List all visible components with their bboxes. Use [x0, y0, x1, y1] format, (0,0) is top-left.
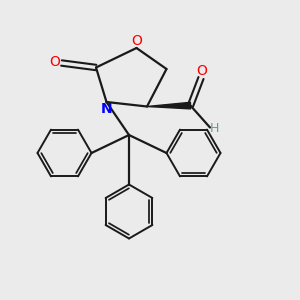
Text: O: O [50, 55, 60, 68]
Text: N: N [101, 102, 112, 116]
Text: O: O [196, 64, 207, 78]
Text: O: O [131, 34, 142, 48]
Text: H: H [210, 122, 220, 135]
Polygon shape [147, 102, 190, 109]
